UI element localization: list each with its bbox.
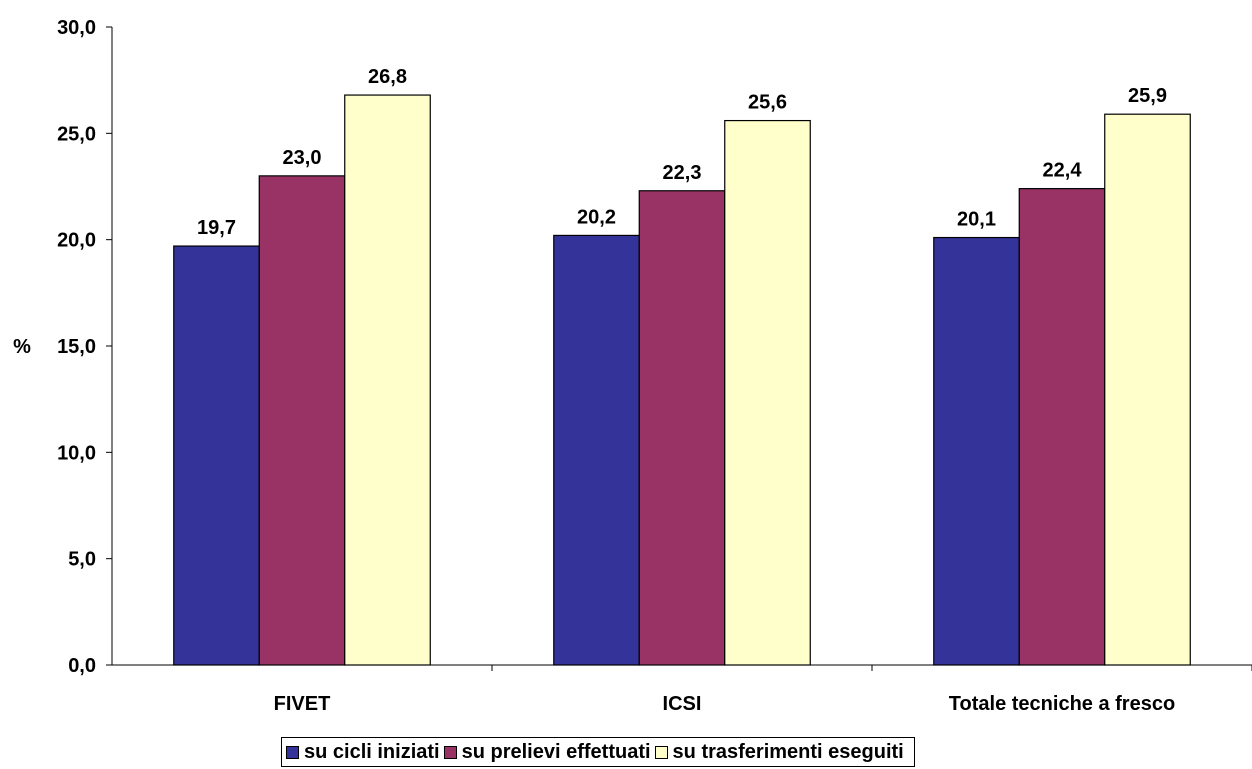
bar: [1104, 113, 1191, 666]
axes: 0,0 5,0 10,0 15,0 20,0 25,0 30,0% FIVET ICSI Tota…: [13, 17, 1252, 715]
x-category-label: FIVET: [274, 693, 331, 715]
data-label: 19,7: [197, 217, 236, 239]
legend-label: su prelievi effettuati: [461, 740, 651, 763]
bar: [553, 234, 640, 666]
y-tick-label: 0,0: [68, 655, 96, 677]
data-label: 20,2: [577, 206, 616, 228]
x-category-label: ICSI: [663, 693, 702, 715]
y-tick-label: 15,0: [57, 336, 96, 358]
data-label: 22,4: [1043, 160, 1083, 182]
bar: [933, 236, 1020, 666]
y-axis-label: %: [13, 336, 31, 358]
legend-swatch: [443, 745, 457, 759]
bars: [173, 94, 1191, 666]
y-tick-label: 30,0: [57, 17, 96, 39]
data-labels: 19,7 23,0 26,8 20,2 22,3 25,6 20,1 22,4 25,9: [197, 66, 1167, 239]
legend-label: su trasferimenti eseguiti: [672, 740, 904, 763]
bar-chart: 0,0 5,0 10,0 15,0 20,0 25,0 30,0% FIVET ICSI Tota…: [13, 17, 1252, 715]
legend-swatch: [286, 745, 299, 759]
bar: [344, 94, 431, 666]
data-label: 26,8: [368, 66, 407, 88]
data-label: 25,9: [1128, 85, 1167, 107]
x-category-label: Totale tecniche a fresco: [949, 693, 1175, 715]
legend-item: su prelievi effettuati: [443, 740, 651, 764]
legend-item: su trasferimenti eseguiti: [654, 740, 904, 764]
legend-label: su cicli iniziati: [304, 740, 440, 763]
data-label: 22,3: [663, 162, 702, 184]
legend-item: su cicli iniziati: [286, 741, 440, 764]
y-tick-label: 20,0: [57, 230, 96, 252]
legend: su cicli iniziati su prelievi effettuati s…: [281, 737, 915, 767]
y-tick-label: 10,0: [57, 442, 96, 464]
bar: [1018, 188, 1106, 666]
data-label: 20,1: [957, 209, 996, 231]
bar: [258, 175, 346, 666]
bar: [724, 119, 811, 666]
data-label: 25,6: [748, 92, 787, 114]
legend-swatch: [654, 745, 668, 759]
y-tick-label: 25,0: [57, 123, 96, 145]
data-label: 23,0: [283, 147, 322, 169]
bar: [638, 190, 726, 666]
bar: [173, 245, 260, 666]
y-tick-label: 5,0: [68, 549, 96, 571]
